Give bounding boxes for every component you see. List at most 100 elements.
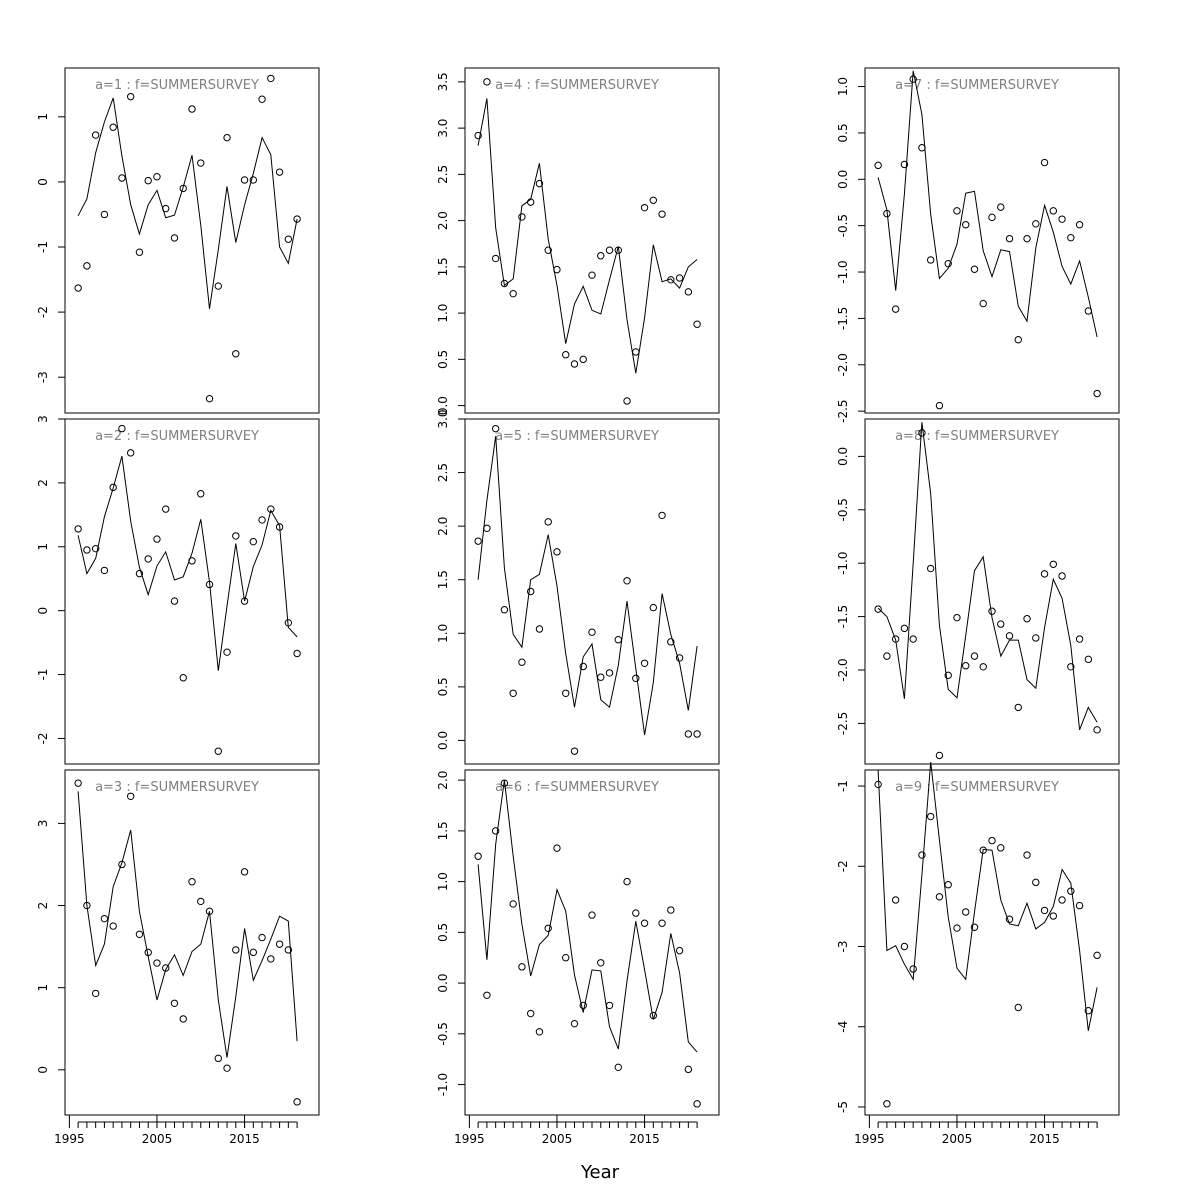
observed-point xyxy=(1093,951,1101,960)
observed-point xyxy=(926,256,935,264)
observed-point xyxy=(579,355,587,364)
observed-point xyxy=(570,1019,579,1028)
observed-point xyxy=(623,397,631,405)
observed-point xyxy=(988,836,996,845)
observed-point xyxy=(526,1009,535,1018)
observed-point xyxy=(883,209,891,218)
observed-point xyxy=(74,525,82,533)
observed-point xyxy=(100,566,109,575)
y-tick-label: -1.5 xyxy=(836,307,850,330)
observed-point xyxy=(979,846,987,854)
observed-point xyxy=(1014,336,1022,344)
observed-point xyxy=(953,613,961,622)
observed-point xyxy=(91,544,100,553)
panel-title: a=3 : f=SUMMERSURVEY xyxy=(95,780,259,795)
panel-title: a=9 : f=SUMMERSURVEY xyxy=(895,780,1059,795)
y-tick-label: 0.0 xyxy=(436,731,450,750)
observed-point xyxy=(684,730,693,738)
y-tick-label: -1 xyxy=(836,780,850,792)
observed-point xyxy=(597,959,605,967)
observed-point xyxy=(1005,915,1014,923)
y-tick-label: -1.0 xyxy=(836,551,850,574)
panel-7: a=7 : f=SUMMERSURVEY -2.5 -2.0 -1.5 -1.0 -0.5… xyxy=(836,67,1120,423)
fitted-line xyxy=(77,455,298,671)
observed-point xyxy=(526,198,535,206)
observed-point xyxy=(249,537,258,546)
observed-point xyxy=(900,942,909,951)
panel-title: a=2 : f=SUMMERSURVEY xyxy=(95,429,259,444)
observed-point xyxy=(605,246,614,254)
observed-point xyxy=(918,144,926,152)
y-tick-label: -3 xyxy=(36,371,50,383)
observed-point xyxy=(988,213,996,222)
panel-8: a=8 : f=SUMMERSURVEY -2.5 -2.0 -1.5 -1.0 -0.5… xyxy=(836,418,1120,765)
y-tick-label: -3 xyxy=(836,941,850,953)
observed-point xyxy=(1049,207,1058,215)
y-tick-label: 3.5 xyxy=(436,72,450,91)
observed-point xyxy=(188,105,196,113)
y-tick-label: -2 xyxy=(836,860,850,872)
observed-point xyxy=(891,896,900,904)
observed-point xyxy=(588,271,596,279)
observed-point xyxy=(258,516,266,524)
panel-1: a=1 : f=SUMMERSURVEY -3 -2 -1 0 1 xyxy=(36,67,320,414)
observed-point xyxy=(632,674,640,682)
observed-point xyxy=(153,535,161,543)
observed-point xyxy=(640,659,649,667)
y-tick-label: 0.0 xyxy=(436,974,450,993)
observed-point xyxy=(891,635,900,643)
y-tick-label: 1.5 xyxy=(436,570,450,589)
observed-point xyxy=(483,524,491,532)
observed-point xyxy=(883,652,891,660)
observed-point xyxy=(693,730,701,738)
y-tick-label: 1 xyxy=(36,113,50,121)
observed-point xyxy=(135,930,144,938)
y-tick-label: 3 xyxy=(36,820,50,828)
observed-point xyxy=(170,597,179,605)
y-tick-label: 1.0 xyxy=(436,872,450,891)
observed-point xyxy=(658,919,666,927)
fitted-line xyxy=(877,761,1098,1031)
observed-point xyxy=(135,569,144,578)
fitted-line xyxy=(877,70,1098,338)
y-tick-label: 0.0 xyxy=(436,396,450,415)
observed-point xyxy=(883,1100,891,1108)
observed-point xyxy=(997,620,1005,628)
observed-point xyxy=(205,394,214,403)
panel-4: a=4 : f=SUMMERSURVEY 0.0 0.5 1.0 1.5 2.0 2.5 3.… xyxy=(436,67,720,415)
observed-point xyxy=(900,624,909,633)
y-tick-label: 3.0 xyxy=(436,409,450,428)
observed-point xyxy=(935,751,944,760)
observed-point xyxy=(223,648,231,656)
y-tick-label: 2.0 xyxy=(436,517,450,536)
panel-frame xyxy=(64,67,320,414)
fitted-line xyxy=(77,791,298,1058)
x-tick-label: 2005 xyxy=(542,1132,573,1146)
y-tick-label: 1.5 xyxy=(436,821,450,840)
observed-point xyxy=(275,523,284,531)
panel-9: a=9 : f=SUMMERSURVEY -5 -4 -3 -2 -1 1995 2005 20… xyxy=(836,761,1120,1146)
panel-5: a=5 : f=SUMMERSURVEY 0.0 0.5 1.0 1.5 2.0 2.5 3.… xyxy=(436,409,720,765)
observed-point xyxy=(926,812,935,821)
observed-point xyxy=(970,652,979,660)
observed-point xyxy=(553,265,561,274)
observed-point xyxy=(684,1065,693,1074)
y-tick-label: -2 xyxy=(36,306,50,318)
observed-point xyxy=(918,851,926,859)
observed-point xyxy=(588,628,596,636)
observed-point xyxy=(1093,726,1101,734)
observed-point xyxy=(944,881,952,889)
observed-point xyxy=(293,215,301,223)
y-tick-label: -1 xyxy=(36,241,50,253)
y-tick-label: 2 xyxy=(36,479,50,487)
observed-point xyxy=(232,946,240,954)
y-tick-label: 1.5 xyxy=(436,257,450,276)
observed-point xyxy=(909,75,917,83)
y-tick-label: 2.0 xyxy=(436,771,450,790)
x-tick-label: 2015 xyxy=(229,1132,260,1146)
observed-point xyxy=(162,964,170,972)
observed-point xyxy=(544,518,552,526)
observed-point xyxy=(483,78,491,86)
observed-point xyxy=(518,658,526,666)
